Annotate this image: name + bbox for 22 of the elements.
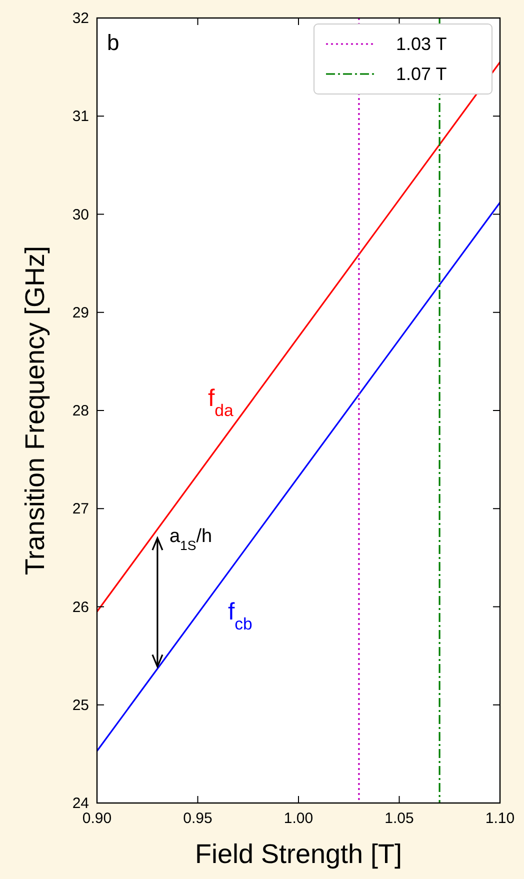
y-tick-label: 24 — [72, 795, 89, 812]
x-axis-title: Field Strength [T] — [194, 839, 402, 869]
series-label: f$_{da}$ — [208, 384, 234, 420]
ref-line-label: 1.07 T — [396, 64, 447, 84]
x-tick-label: 1.05 — [384, 810, 414, 827]
y-tick-label: 32 — [72, 10, 89, 27]
x-tick-label: 0.90 — [82, 810, 112, 827]
series-label: f$_{cb}$ — [228, 598, 252, 633]
y-tick-label: 26 — [72, 598, 89, 616]
y-tick-label: 27 — [72, 500, 89, 518]
x-tick-label: 1.00 — [284, 810, 314, 827]
x-tick-label: 1.10 — [485, 810, 515, 827]
annotation: b — [107, 30, 120, 55]
ref-line-label: 1.03 T — [396, 34, 447, 54]
y-tick-label: 25 — [72, 696, 89, 714]
y-tick-label: 29 — [72, 304, 89, 322]
annotation: a$_{1S}$/h — [169, 526, 212, 553]
y-tick-label: 30 — [72, 206, 89, 224]
x-tick-label: 0.95 — [183, 810, 212, 827]
y-tick-label: 31 — [72, 108, 89, 126]
y-axis-title: Transition Frequency [GHz] — [20, 246, 50, 576]
y-tick-label: 28 — [72, 402, 89, 420]
